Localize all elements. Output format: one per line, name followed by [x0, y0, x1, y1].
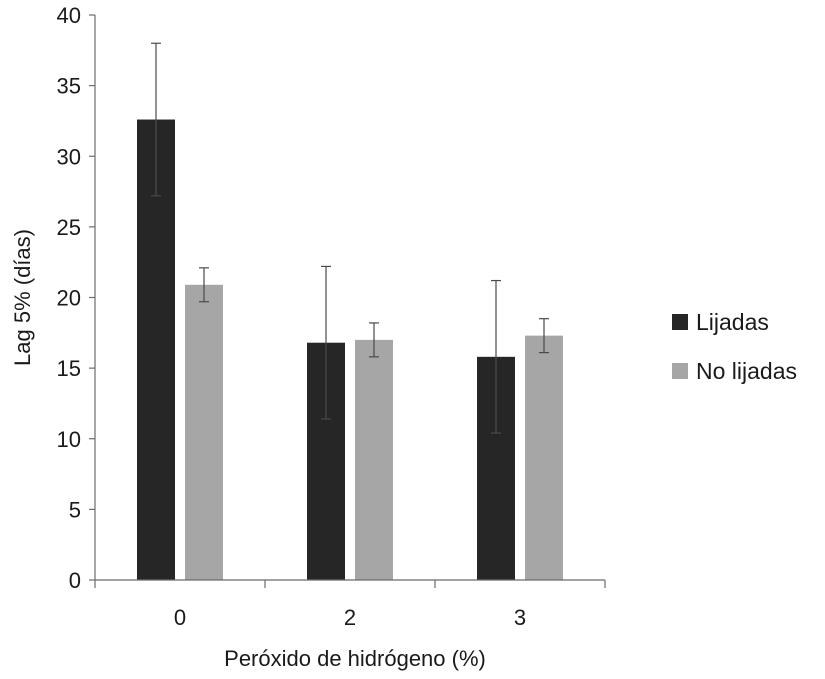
y-tick-label: 30 — [57, 144, 81, 169]
legend-label-lijadas: Lijadas — [696, 309, 769, 335]
y-tick-label: 10 — [57, 427, 81, 452]
y-axis-title: Lag 5% (días) — [10, 229, 35, 366]
y-tick-label: 20 — [57, 286, 81, 311]
legend-swatch-no-lijadas — [672, 363, 688, 379]
x-tick-label: 0 — [174, 605, 186, 630]
y-tick-label: 5 — [69, 497, 81, 522]
x-tick-label: 3 — [514, 605, 526, 630]
x-axis-ticks: 0 2 3 — [94, 580, 606, 630]
y-tick-label: 15 — [57, 356, 81, 381]
x-tick-label: 2 — [344, 605, 356, 630]
bar-no-lijadas-2 — [355, 339, 393, 580]
y-axis-ticks: 0 5 10 15 20 25 30 35 40 — [57, 3, 95, 593]
error-bars — [151, 42, 549, 434]
bars — [137, 119, 563, 581]
y-tick-label: 35 — [57, 74, 81, 99]
y-tick-label: 25 — [57, 215, 81, 240]
x-axis-title: Peróxido de hidrógeno (%) — [224, 646, 486, 671]
y-tick-label: 0 — [69, 568, 81, 593]
legend-label-no-lijadas: No lijadas — [696, 358, 797, 384]
bar-no-lijadas-3 — [525, 335, 563, 580]
bar-no-lijadas-0 — [185, 284, 223, 580]
y-tick-label: 40 — [57, 3, 81, 28]
legend-swatch-lijadas — [672, 314, 688, 330]
legend: Lijadas No lijadas — [672, 309, 797, 384]
